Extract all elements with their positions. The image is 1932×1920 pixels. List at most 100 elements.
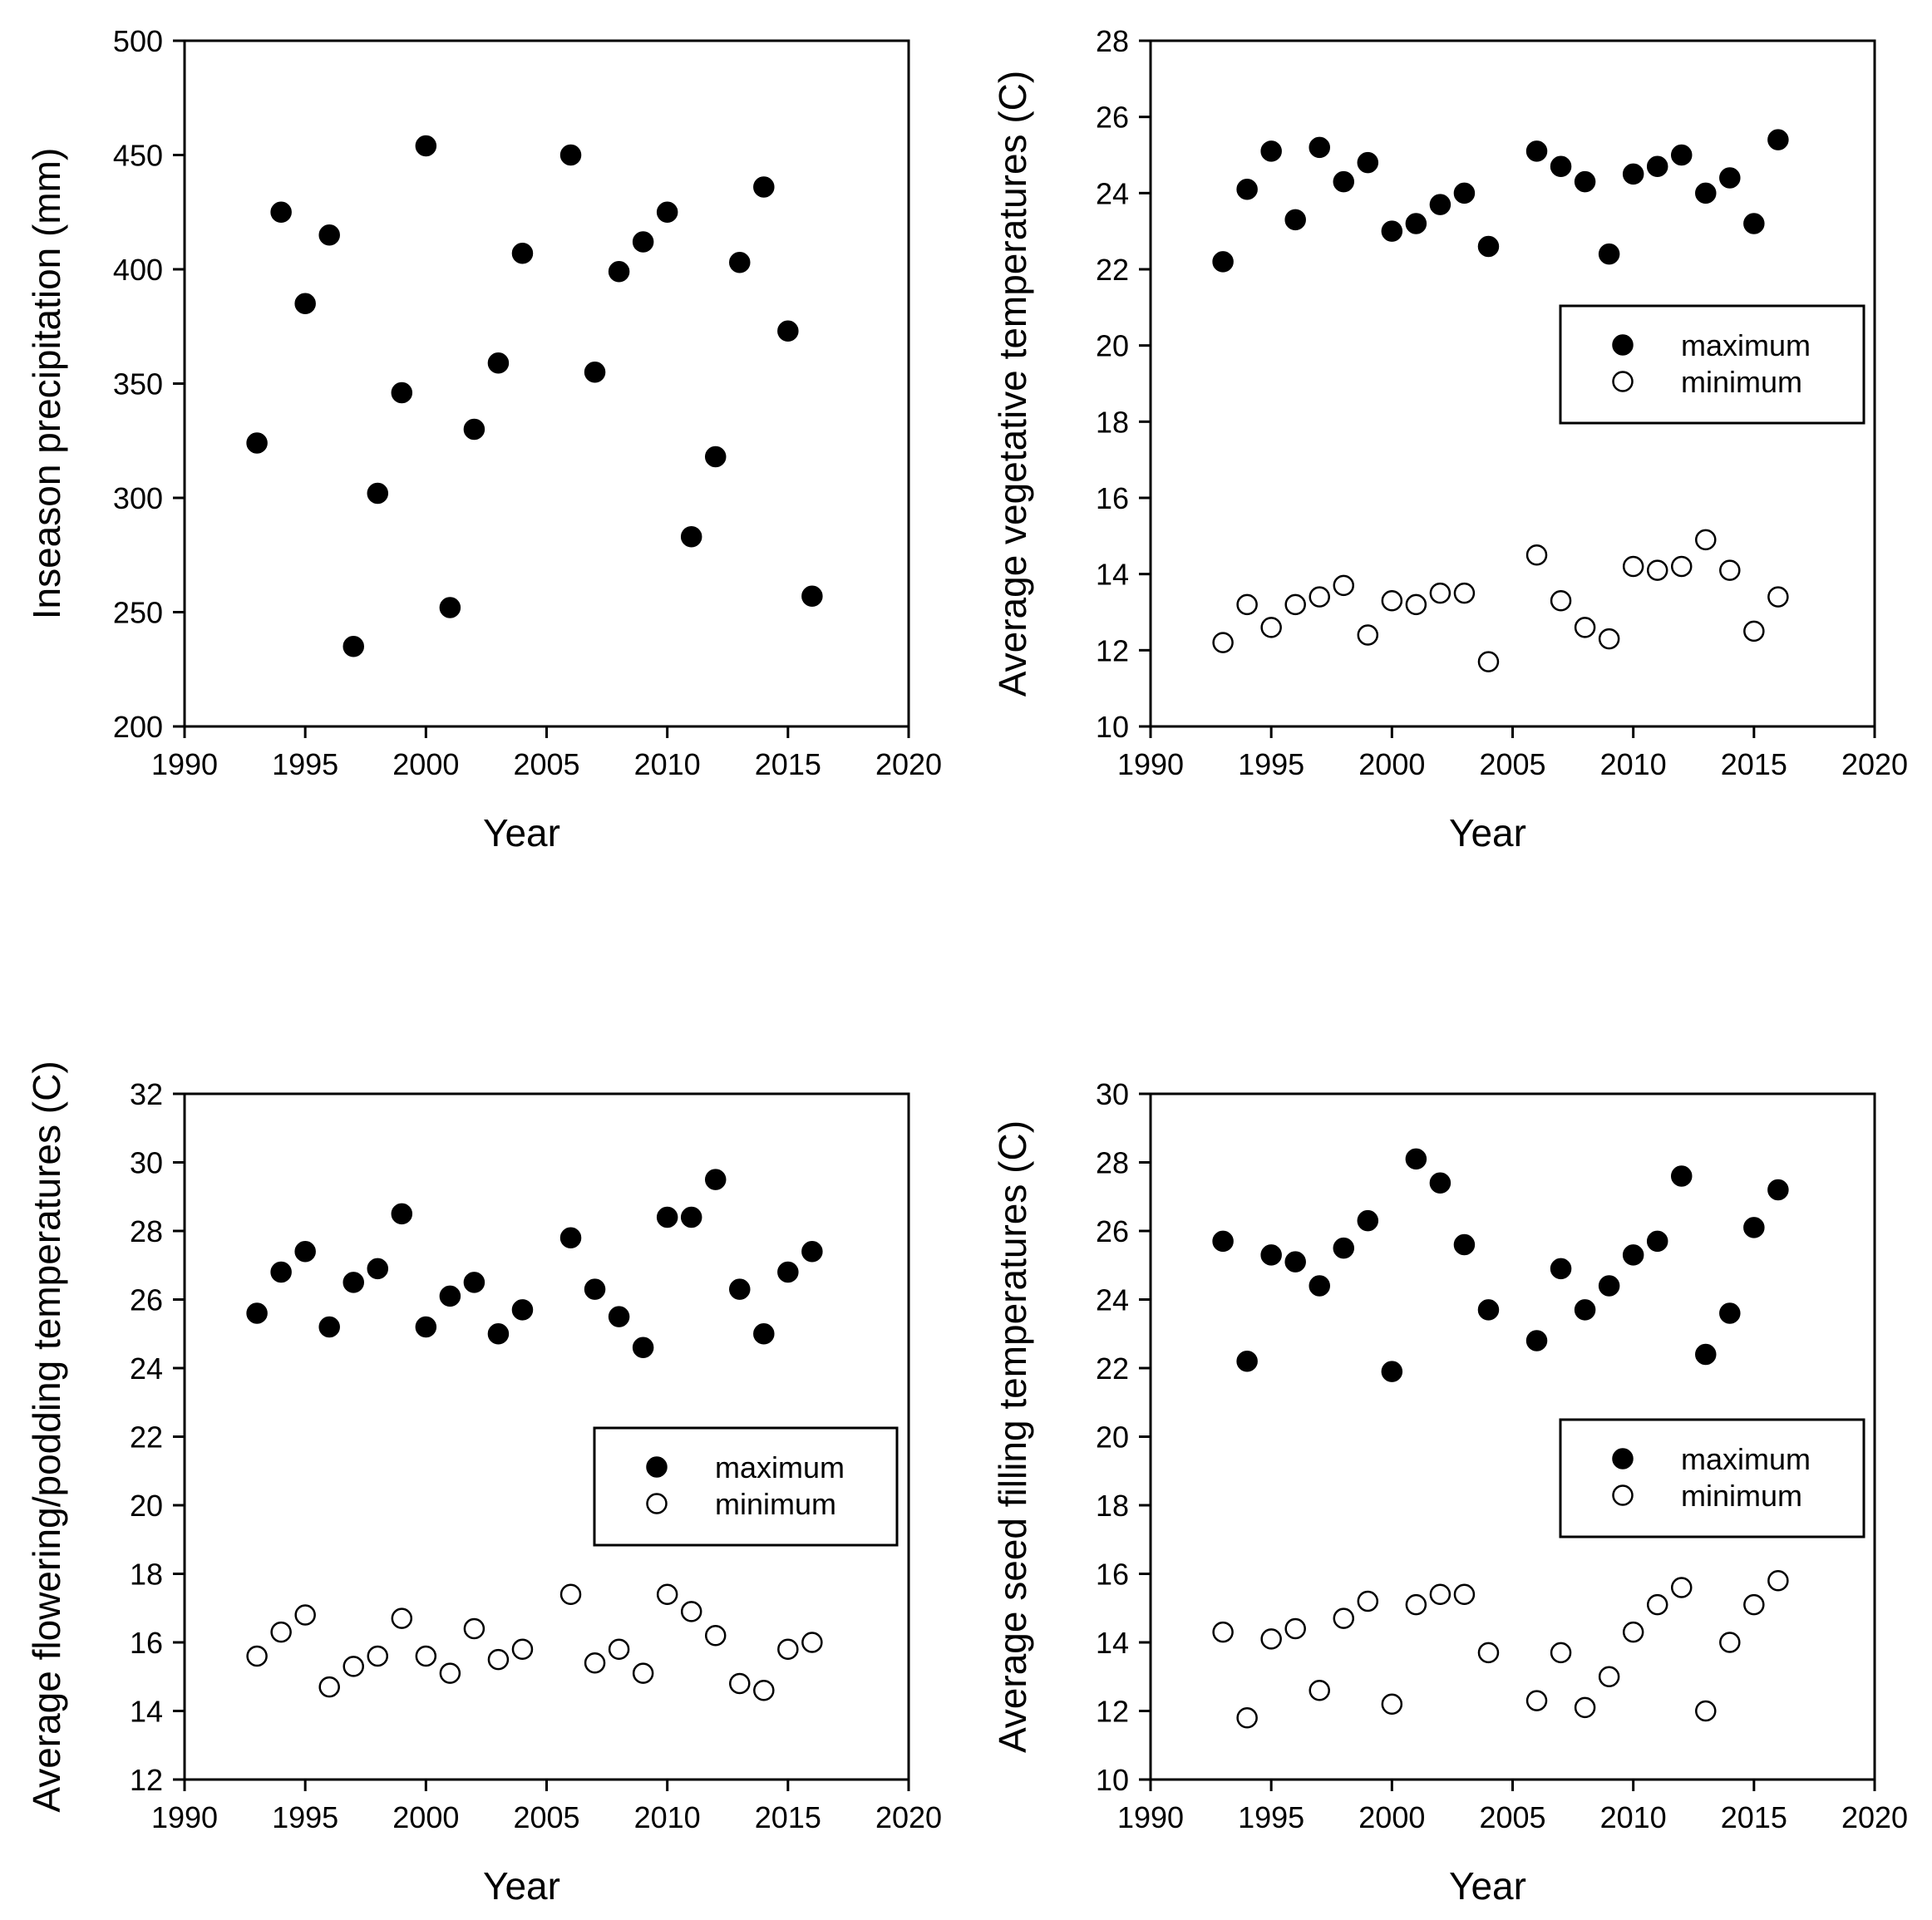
- data-point-filled: [294, 1241, 316, 1263]
- data-point-filled: [1309, 136, 1330, 159]
- data-point-open: [1405, 593, 1427, 616]
- data-point-filled: [1309, 1275, 1330, 1297]
- y-tick-label: 12: [130, 1763, 163, 1797]
- data-point-filled: [463, 1272, 485, 1293]
- data-point-filled: [1405, 213, 1427, 234]
- data-point-filled: [391, 1203, 413, 1225]
- legend-label: minimum: [1681, 1479, 1802, 1513]
- data-point-open: [463, 1617, 485, 1640]
- data-point-filled: [680, 1206, 702, 1228]
- data-point-filled: [656, 1206, 678, 1228]
- data-point-open: [1550, 590, 1572, 612]
- y-tick-label: 28: [1096, 24, 1129, 58]
- data-point-filled: [704, 446, 727, 468]
- data-point-filled: [1719, 167, 1741, 189]
- y-tick-label: 14: [130, 1695, 163, 1729]
- data-point-open: [1284, 1617, 1306, 1640]
- data-point-filled: [1333, 170, 1355, 193]
- data-point-open: [1719, 1632, 1741, 1653]
- data-point-filled: [1357, 151, 1379, 174]
- data-point-filled: [1743, 213, 1765, 234]
- data-point-open: [270, 1621, 292, 1643]
- data-point-open: [1695, 1700, 1717, 1722]
- data-point-open: [1622, 555, 1644, 578]
- data-point-filled: [1429, 194, 1451, 215]
- data-point-open: [1429, 582, 1451, 604]
- data-point-filled: [1574, 1299, 1596, 1321]
- data-point-filled: [656, 201, 678, 223]
- data-point-filled: [1574, 170, 1596, 193]
- data-point-filled: [1695, 1343, 1717, 1366]
- data-point-filled: [1405, 1148, 1427, 1170]
- y-tick-label: 500: [113, 24, 163, 58]
- data-point-filled: [1333, 1237, 1355, 1259]
- data-point-filled: [1767, 129, 1789, 150]
- data-point-filled: [1236, 179, 1258, 200]
- legend-box: [593, 1426, 899, 1547]
- data-point-filled: [1357, 1209, 1379, 1232]
- data-point-open: [1260, 1628, 1282, 1650]
- y-tick-label: 26: [1096, 101, 1129, 135]
- data-point-open: [318, 1676, 340, 1698]
- y-tick-label: 22: [130, 1420, 163, 1455]
- x-tick-label: 2005: [1479, 747, 1545, 781]
- data-point-filled: [608, 261, 630, 283]
- y-tick-label: 32: [130, 1077, 163, 1111]
- y-tick-label: 18: [1096, 405, 1129, 439]
- data-point-open: [439, 1662, 461, 1684]
- data-point-filled: [1284, 1251, 1306, 1273]
- data-point-open: [801, 1632, 823, 1653]
- data-point-open: [1695, 529, 1717, 551]
- data-point-open: [1212, 632, 1234, 653]
- legend-label: maximum: [1681, 1442, 1811, 1476]
- data-point-open: [1309, 1680, 1330, 1701]
- legend-box: [1559, 304, 1865, 425]
- data-point-open: [1574, 617, 1596, 638]
- data-point-filled: [1477, 235, 1500, 258]
- y-tick-label: 10: [1096, 1763, 1129, 1797]
- data-point-filled: [1622, 163, 1644, 185]
- data-point-filled: [559, 144, 582, 166]
- panel-vegetative-temperatures: 1990 1995 2000 2005 2010 2015 2020 10 12 14 16 18 20…: [991, 24, 1908, 854]
- data-point-filled: [511, 243, 534, 264]
- data-point-filled: [1646, 1230, 1668, 1253]
- x-axis-title: Year: [1449, 811, 1526, 854]
- data-point-open: [1550, 1642, 1572, 1664]
- data-point-filled: [704, 1169, 727, 1190]
- y-tick-label: 16: [130, 1626, 163, 1660]
- data-point-open: [1405, 1593, 1427, 1616]
- data-point-filled: [1236, 1351, 1258, 1372]
- data-point-open: [1646, 559, 1668, 581]
- data-point-filled: [1260, 140, 1282, 162]
- x-tick-label: 2020: [875, 747, 942, 781]
- data-point-filled: [559, 1227, 582, 1248]
- y-tick-label: 20: [130, 1489, 163, 1523]
- data-point-filled: [439, 1285, 461, 1307]
- data-point-open: [1333, 574, 1355, 597]
- data-point-filled: [367, 482, 389, 505]
- x-tick-label: 1990: [151, 1800, 218, 1834]
- data-point-filled: [1453, 182, 1476, 204]
- x-tick-label: 2020: [1841, 747, 1908, 781]
- data-point-filled: [391, 382, 413, 404]
- data-point-filled: [487, 352, 510, 374]
- x-tick-label: 1995: [272, 1800, 338, 1834]
- x-tick-label: 1990: [1117, 1800, 1184, 1834]
- y-axis-title: Average flowering/podding temperatures (…: [25, 1061, 68, 1812]
- data-point-open: [343, 1656, 364, 1677]
- data-point-filled: [1646, 155, 1668, 177]
- y-tick-label: 250: [113, 596, 163, 630]
- data-point-open: [1670, 1577, 1693, 1598]
- data-point-filled: [1284, 209, 1306, 231]
- data-point-filled: [318, 1316, 340, 1338]
- data-point-open: [415, 1645, 437, 1667]
- data-point-open: [1767, 586, 1789, 608]
- data-point-open: [1260, 617, 1282, 638]
- data-point-filled: [415, 135, 437, 157]
- y-axis-title: Inseason precipitation (mm): [25, 148, 68, 620]
- x-axis-title: Year: [483, 811, 560, 854]
- data-point-filled: [1429, 1172, 1451, 1194]
- data-point-filled: [511, 1299, 534, 1321]
- y-tick-label: 28: [1096, 1146, 1129, 1180]
- y-tick-label: 26: [130, 1283, 163, 1317]
